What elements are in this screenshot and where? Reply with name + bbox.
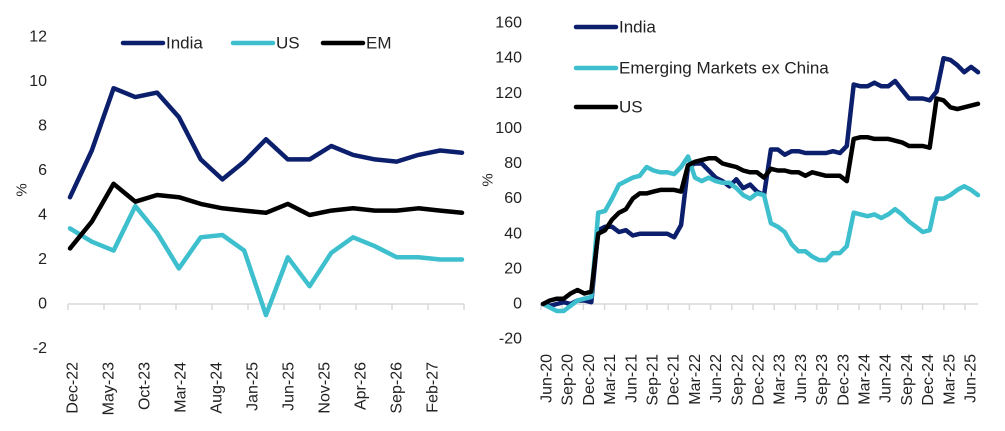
series-line-us bbox=[67, 203, 465, 318]
y-tick-label: 0 bbox=[513, 296, 522, 313]
x-tick-label: Mar-22 bbox=[687, 354, 704, 405]
x-tick-label: Sep-22 bbox=[729, 354, 746, 406]
x-tick-label: Aug-24 bbox=[209, 362, 226, 414]
legend-item: India bbox=[120, 34, 203, 53]
x-tick-label: Jun-22 bbox=[708, 354, 725, 403]
legend-item: US bbox=[230, 34, 300, 53]
x-tick-label: Oct-23 bbox=[137, 362, 154, 410]
legend-item: US bbox=[573, 98, 643, 117]
x-tick-label: Jun-25 bbox=[281, 362, 298, 411]
y-tick-label: 12 bbox=[29, 29, 47, 46]
x-tick-label: Jan-25 bbox=[245, 362, 262, 411]
y-tick-label: 40 bbox=[504, 225, 522, 242]
legend-label: EM bbox=[366, 34, 392, 53]
y-tick-label: 4 bbox=[38, 207, 47, 224]
x-tick-label: May-23 bbox=[101, 362, 118, 415]
x-tick-label: Nov-25 bbox=[317, 362, 334, 414]
x-tick-label: Dec-23 bbox=[835, 354, 852, 406]
x-tick-label: Dec-24 bbox=[920, 354, 937, 406]
x-tick-label: Mar-21 bbox=[602, 354, 619, 405]
x-tick-label: Jun-25 bbox=[963, 354, 980, 403]
x-tick-label: Jun-20 bbox=[539, 354, 556, 403]
x-tick-label: Jun-23 bbox=[793, 354, 810, 403]
series-line-em bbox=[67, 181, 465, 251]
y-tick-label: 20 bbox=[504, 260, 522, 277]
x-tick-label: Mar-24 bbox=[857, 354, 874, 405]
y-tick-label: 140 bbox=[495, 50, 522, 67]
series-line-india bbox=[67, 85, 465, 200]
x-tick-label: Sep-21 bbox=[645, 354, 662, 406]
x-tick-label: Apr-26 bbox=[353, 362, 370, 410]
y-tick-label: 160 bbox=[495, 15, 522, 32]
legend-item: India bbox=[573, 18, 656, 37]
y-tick-label: -20 bbox=[499, 331, 522, 348]
y-tick-label: 120 bbox=[495, 85, 522, 102]
x-tick-label: Sep-24 bbox=[899, 354, 916, 406]
y-tick-label: 80 bbox=[504, 155, 522, 172]
series-line-emerging-markets-ex-china bbox=[540, 154, 981, 314]
y-tick-label: 10 bbox=[29, 73, 47, 90]
x-tick-label: Dec-21 bbox=[666, 354, 683, 406]
x-tick-label: Sep-23 bbox=[814, 354, 831, 406]
legend-item: Emerging Markets ex China bbox=[573, 59, 829, 78]
y-tick-label: 0 bbox=[38, 296, 47, 313]
legend-item: EM bbox=[320, 34, 392, 53]
legend-label: India bbox=[619, 18, 656, 37]
x-tick-label: Dec-20 bbox=[581, 354, 598, 406]
y-tick-label: 8 bbox=[38, 118, 47, 135]
series-line-india bbox=[540, 55, 981, 309]
x-tick-label: Mar-24 bbox=[173, 362, 190, 413]
legend-label: US bbox=[619, 98, 643, 117]
x-tick-label: Mar-25 bbox=[941, 354, 958, 405]
legend-label: Emerging Markets ex China bbox=[619, 59, 829, 78]
y-tick-label: 6 bbox=[38, 162, 47, 179]
x-tick-label: Mar-23 bbox=[772, 354, 789, 405]
legend-label: India bbox=[166, 34, 203, 53]
y-axis-title: % bbox=[14, 183, 31, 196]
x-tick-label: Dec-22 bbox=[65, 362, 82, 414]
y-axis-title: % bbox=[480, 173, 497, 186]
x-tick-label: Sep-20 bbox=[560, 354, 577, 406]
x-tick-label: Dec-22 bbox=[751, 354, 768, 406]
y-tick-label: 60 bbox=[504, 190, 522, 207]
legend-label: US bbox=[276, 34, 300, 53]
y-tick-label: 100 bbox=[495, 120, 522, 137]
y-tick-label: 2 bbox=[38, 251, 47, 268]
series-line-us bbox=[540, 96, 981, 307]
x-tick-label: Feb-27 bbox=[425, 362, 442, 413]
x-tick-label: Jun-24 bbox=[878, 354, 895, 403]
y-tick-label: -2 bbox=[33, 340, 47, 357]
chart-left-growth: % 12 10 8 6 4 2 0 -2 Dec-22 May-23 Oct-23 Mar-24 Aug… bbox=[14, 29, 465, 415]
x-tick-label: Jun-21 bbox=[623, 354, 640, 403]
x-tick-label: Sep-26 bbox=[389, 362, 406, 414]
